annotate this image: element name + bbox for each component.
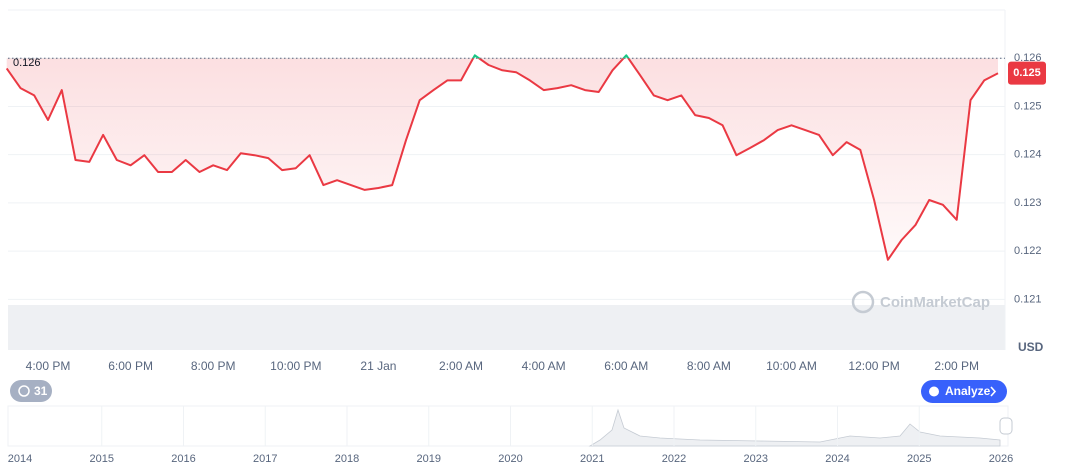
button-text: Analyze <box>945 384 991 398</box>
y-tick-label: 0.125 <box>1014 100 1042 112</box>
x-tick-label: 12:00 PM <box>848 359 899 373</box>
x-tick-label: 4:00 AM <box>522 359 566 373</box>
clock-icon <box>18 385 30 397</box>
x-tick-label: 10:00 AM <box>766 359 817 373</box>
navigator <box>7 405 1013 447</box>
x-tick-label: 8:00 PM <box>191 359 236 373</box>
watermark: CoinMarketCap <box>851 290 990 314</box>
badge-text: 31 <box>34 384 48 398</box>
x-tick-label: 2:00 AM <box>439 359 483 373</box>
badge-bg <box>10 380 52 402</box>
year-label: 2024 <box>825 453 849 465</box>
x-tick-label: 8:00 AM <box>687 359 731 373</box>
y-tick-label: 0.123 <box>1014 197 1042 209</box>
year-label: 2014 <box>8 453 32 465</box>
year-label: 2026 <box>989 453 1013 465</box>
watermark-logo <box>851 290 875 314</box>
x-tick-label: 2:00 PM <box>934 359 979 373</box>
year-label: 2019 <box>417 453 441 465</box>
area-below <box>6 58 998 260</box>
year-label: 2023 <box>744 453 768 465</box>
unit-label: USD <box>1018 340 1044 354</box>
last-price-tag <box>1008 61 1046 85</box>
y-tick-label: 0.126 <box>1014 52 1042 64</box>
year-label: 2020 <box>498 453 522 465</box>
x-tick-label: 4:00 PM <box>26 359 71 373</box>
x-tick-label: 10:00 PM <box>270 359 321 373</box>
x-tick-label: 21 Jan <box>360 359 396 373</box>
last-price-label: 0.125 <box>1013 67 1041 79</box>
navigator-history <box>588 408 1001 447</box>
volume-band <box>8 305 1005 350</box>
year-label: 2022 <box>662 453 686 465</box>
year-label: 2017 <box>253 453 277 465</box>
watermark-text: CoinMarketCap <box>880 294 990 311</box>
year-label: 2018 <box>335 453 359 465</box>
button-icon <box>929 386 939 397</box>
year-label: 2015 <box>90 453 114 465</box>
chevron <box>990 386 997 397</box>
navigator-handle[interactable] <box>999 417 1013 435</box>
y-tick-label: 0.122 <box>1014 245 1042 257</box>
price-line-down <box>5 58 999 261</box>
reference-label: 0.126 <box>13 57 41 69</box>
x-tick-label: 6:00 AM <box>604 359 648 373</box>
x-tick-label: 6:00 PM <box>108 359 153 373</box>
y-tick-label: 0.121 <box>1014 293 1042 305</box>
year-label: 2025 <box>907 453 931 465</box>
history-badge[interactable]: 31 <box>10 380 52 402</box>
y-tick-label: 0.124 <box>1014 149 1042 161</box>
year-label: 2016 <box>171 453 195 465</box>
year-label: 2021 <box>580 453 604 465</box>
analyze-button[interactable]: Analyze <box>921 380 1007 403</box>
year-axis: 2014 2015 2016 2017 2018 2019 2020 2021 2022 2023… <box>8 406 1013 465</box>
button-bg <box>921 380 1007 403</box>
